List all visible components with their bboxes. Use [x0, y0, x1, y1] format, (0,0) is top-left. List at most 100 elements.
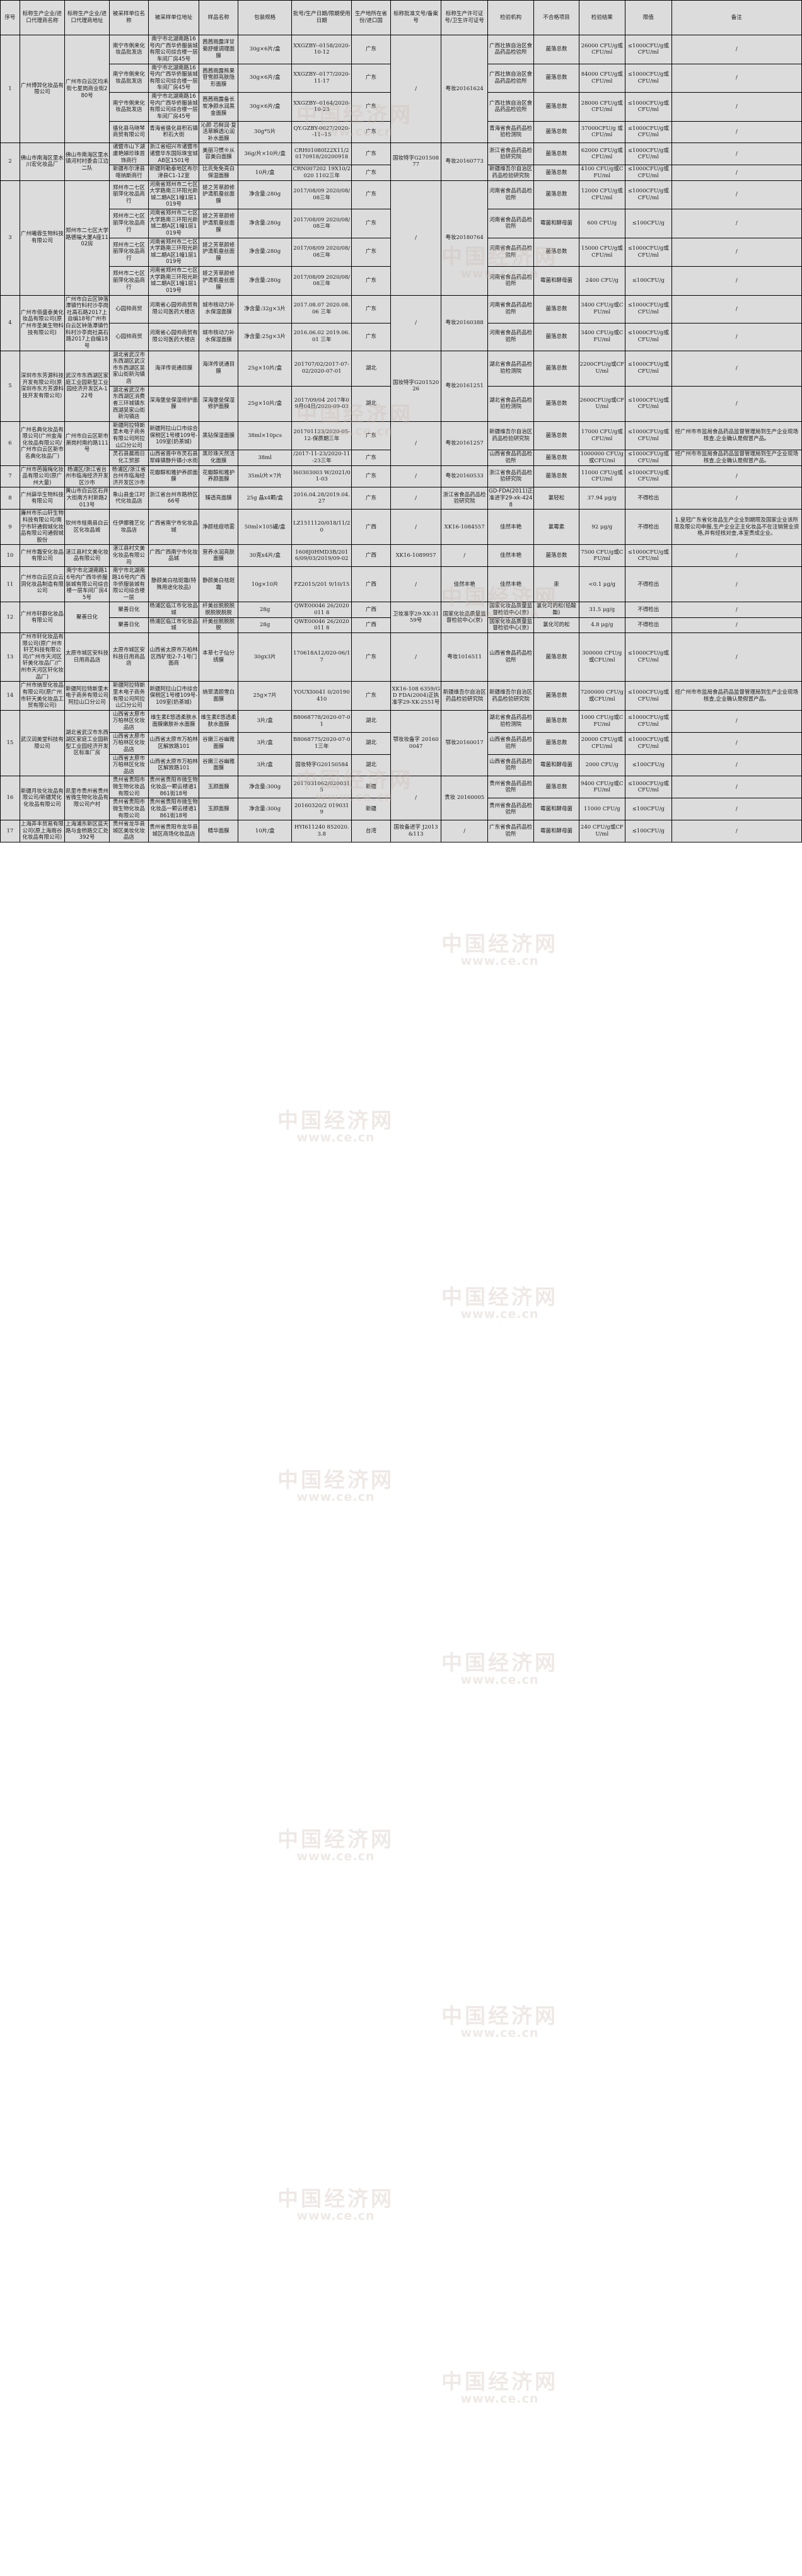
cell-sampled-unit-name: 山西省太原市万柏林区化妆品店: [109, 731, 149, 755]
cell-maker-name: 广州曦蓉生物科技有限公司: [19, 180, 65, 296]
cell-lab: 河南省食品药品检验所: [487, 180, 535, 209]
cell-sampled-unit-name: 贵州省贵阳市微生物化妆品有限公司: [109, 776, 149, 799]
cell-sample-name: 茜茜雨露备长炭净颜水润黑金面膜: [199, 92, 238, 122]
cell-result: 600 CFU/g: [578, 209, 626, 238]
cell-batch-date: 170618A12/020-06/17: [291, 632, 352, 682]
cell-maker-address: 新疆阿拉特斯里木电子商务有限公司阿拉山口分公司: [64, 681, 110, 711]
cell-package-spec: 25g×10片/盒: [237, 385, 293, 422]
cell-sn: 8: [0, 487, 20, 510]
cell-province: 广东: [351, 209, 391, 238]
cell-limit: ≤1000CFU/g或 CFU/ml: [625, 681, 672, 711]
cell-result: 1000 CFU/g或CFU/ml: [578, 709, 626, 733]
watermark: 中国经济网 www.ce.cn: [277, 1829, 394, 1863]
cell-package-spec: 38ml×10pcs: [237, 421, 293, 451]
watermark-cn-text: 中国经济网: [441, 2369, 558, 2394]
cell-maker-address: 杨浦区/浙江省台州市临海经济开发区沙市: [64, 465, 110, 488]
watermark-url-text: www.ce.cn: [460, 1673, 539, 1687]
cell-note: /: [671, 143, 802, 166]
watermark: 中国经济网 www.ce.cn: [441, 2005, 558, 2039]
table-row: 4 广州市佰盛泰美化妆品有限公司(原广州市圣美生物科技有限公司) 广州市白云区钟落潭…: [0, 294, 802, 351]
cell-package-spec: 35ml/片×7片: [237, 465, 293, 488]
cell-province: 广东: [351, 92, 391, 122]
cell-limit: 不得检出: [625, 509, 672, 545]
col-header-province: 生产地所在省份/进口国: [351, 0, 391, 35]
cell-lab: 青海省食品药品检验检测院: [487, 120, 535, 144]
cell-maker-address: 上海浦东新区蓝天路与金桥路交汇处392号: [64, 820, 110, 842]
cell-sampled-unit-name: 郑州市二七区丽萍化妆品商行: [109, 180, 149, 209]
cell-sn: 4: [0, 294, 20, 351]
cell-sampled-unit-address: 贵州省贵阳市微生物化妆品一颗云楼道1861街18号: [148, 776, 200, 799]
table-row: 2 佛山市南海区里水川宏化妆品厂 佛山市南海区里水镇河村村委会江边二队 诸暨市山下湖虞…: [0, 143, 802, 181]
cell-province: 湖北: [351, 754, 391, 777]
cell-sampled-unit-name: 湖北省武汉市东西湖区消费者三环城镇东西湖吴家山街新沟镇店: [109, 385, 149, 422]
cell-sample-name: 比氏免免亮白保湿面膜: [199, 165, 238, 181]
cell-lab: 新疆维吾尔自治区药品检验研究院: [487, 421, 535, 451]
cell-sampled-unit-name: 南宁市俐来化妆品批发店: [109, 92, 149, 122]
table-body: 1 广州博羿化妆品有限公司 广州市白云区均禾街七星岗商业街280号 南宁市俐来化妆品批…: [0, 34, 802, 842]
table-row: 16 新疆月妆化妆品有限公司/新疆梵化化妆品有限公司 凯里市贵州省贵州省微生物化妆品…: [0, 776, 802, 821]
cell-sampled-unit-name: 南宁市北湖南路16号内广西华侨服装城有限公司综合楼一层: [109, 566, 149, 603]
cell-maker-name: 武汉润美堂科技有限公司: [19, 709, 65, 777]
cell-sample-name: 城市核动力补水保湿面膜: [199, 322, 238, 351]
cell-license-number: 粤妆1016511: [441, 632, 488, 682]
cell-sampled-unit-address: 浙江省台州市路桥区66号: [148, 487, 200, 510]
cell-sn: 2: [0, 143, 20, 181]
cell-sample-name: 纤美丝脱脱脱脱: [199, 617, 238, 633]
table-row: 17 上海弄丰贸易有限公司(原上海雨谷化妆品有限公司) 上海浦东新区蓝天路与金桥路交…: [0, 820, 802, 842]
table-row: 贵州省贵阳市微生物化妆品有限公司 贵州省贵阳市微生物化妆品一颗云楼道1861街18…: [1, 798, 802, 821]
cell-sample-name: 纤美丝脱脱脱脱脱脱脱脱: [199, 602, 238, 618]
cell-lab: 广东省食品药品检验所: [487, 820, 535, 842]
cell-maker-name: 广州市白云区白云洞化妆品制造有限公司: [19, 566, 65, 603]
cell-province: 湖北: [351, 350, 391, 387]
cell-sampled-unit-address: 青海省循化县积石镇积石大街: [148, 120, 200, 144]
cell-maker-name: 广州市佰盛泰美化妆品有限公司(原广州市圣美生物科技有限公司): [19, 294, 65, 351]
cell-result: 20000 CFU/g或CFU/ml: [578, 731, 626, 755]
cell-sample-name: 本草七子仙分绣膜: [199, 632, 238, 682]
watermark-cn-text: 中国经济网: [441, 1285, 558, 1309]
cell-result: 300000 CFU/g或CFU/ml: [578, 632, 626, 682]
cell-sample-name: 维生素E悠透柔肤水面膜: [199, 709, 238, 733]
cell-note: /: [671, 63, 802, 93]
cell-sampled-unit-name: 湖北省武汉市东西湖区武汉市东西湖区吴家山街新沟镇店: [109, 350, 149, 387]
cell-package-spec: 50ml×105罐/盒: [237, 509, 293, 545]
cell-sample-name: 姬之芳草颜修护清肌蚕丝面膜: [199, 237, 238, 267]
cell-maker-address: 武汉市东西湖区家庭工业园新型工业园经济开发区A-122号: [64, 350, 110, 422]
cell-fail-item: 菌落总数: [533, 294, 579, 323]
cell-fail-item: 菌落总数: [533, 450, 579, 466]
cell-sampled-unit-name: 湛江县村文美化妆品有限公司: [109, 544, 149, 568]
watermark: 中国经济网 www.ce.cn: [441, 1652, 558, 1686]
cell-sampled-unit-address: 山西省太原市万柏林区解放路101: [148, 731, 200, 755]
cell-note: /: [671, 731, 802, 755]
cell-approval-number: /: [390, 421, 442, 466]
table-row: 聚善日化 杨浦区临江市化妆品城 纤美丝脱脱脱脱 28g QWE00046 26/2020…: [1, 617, 802, 633]
cell-maker-name: 广州市轩群化妆品有限公司: [19, 602, 65, 633]
cell-maker-address: 佛山市南海区里水镇河村村委会江边二队: [64, 143, 110, 181]
cell-sampled-unit-address: 新疆阿拉山口市综合保税区1号楼109号-109室(奶茶城): [148, 421, 200, 451]
cell-batch-date: FZ2015/201 9/10/15: [291, 566, 352, 603]
cell-package-spec: 10片/盒: [237, 165, 293, 181]
cell-sample-name: 营养水润亮肤面膜: [199, 544, 238, 568]
cell-province: 广东: [351, 143, 391, 166]
cell-sampled-unit-name: 聚善日化: [109, 617, 149, 633]
cell-batch-date: 2017/08/09 2020/08/08三年: [291, 209, 352, 238]
cell-maker-name: 广州市纳翠化妆品有限公司(原广州市轩天美化妆品工贸有限公司): [19, 681, 65, 711]
cell-maker-address: 广州市白云区均禾街七星岗商业街280号: [64, 34, 110, 144]
cell-sample-name: 玉颜面膜: [199, 798, 238, 821]
cell-result: 11000 CFU/g: [578, 798, 626, 821]
cell-sn: 9: [0, 509, 20, 545]
cell-approval-number: /: [390, 294, 442, 351]
cell-limit: ≤1000CFU/g或 CFU/ml: [625, 120, 672, 144]
cell-maker-name: 广州名典化妆品有限公司(广州金海化妆品有限公司/广州市白云区新市名典化妆品厂): [19, 421, 65, 466]
table-row: 13 广州市轩化妆品有限公司(原广州市轩艺科技有限公司/广州市天河区轩美化妆品厂/…: [0, 632, 802, 682]
cell-approval-number: /: [390, 180, 442, 296]
cell-sample-name: 美丽习惯®从容美白面膜: [199, 143, 238, 166]
cell-sample-name: 深海堡垒保湿修护面膜: [199, 385, 238, 422]
cell-maker-name: 佛山市南海区里水川宏化妆品厂: [19, 143, 65, 181]
cell-sample-name: 茜茜雨露熊果苷雪颜亮肤隐形面膜: [199, 63, 238, 93]
cell-maker-address: 广州市白云区新市萧岗村南约路111号: [64, 421, 110, 466]
cell-province: 新疆: [351, 798, 391, 821]
cell-license-number: 粤妆20160388: [441, 294, 488, 351]
cell-note: /: [671, 209, 802, 238]
cell-maker-name: 广州薛华生物科技有限公司: [19, 487, 65, 510]
cell-limit: ≤1000CFU/g或 CFU/ml: [625, 322, 672, 351]
